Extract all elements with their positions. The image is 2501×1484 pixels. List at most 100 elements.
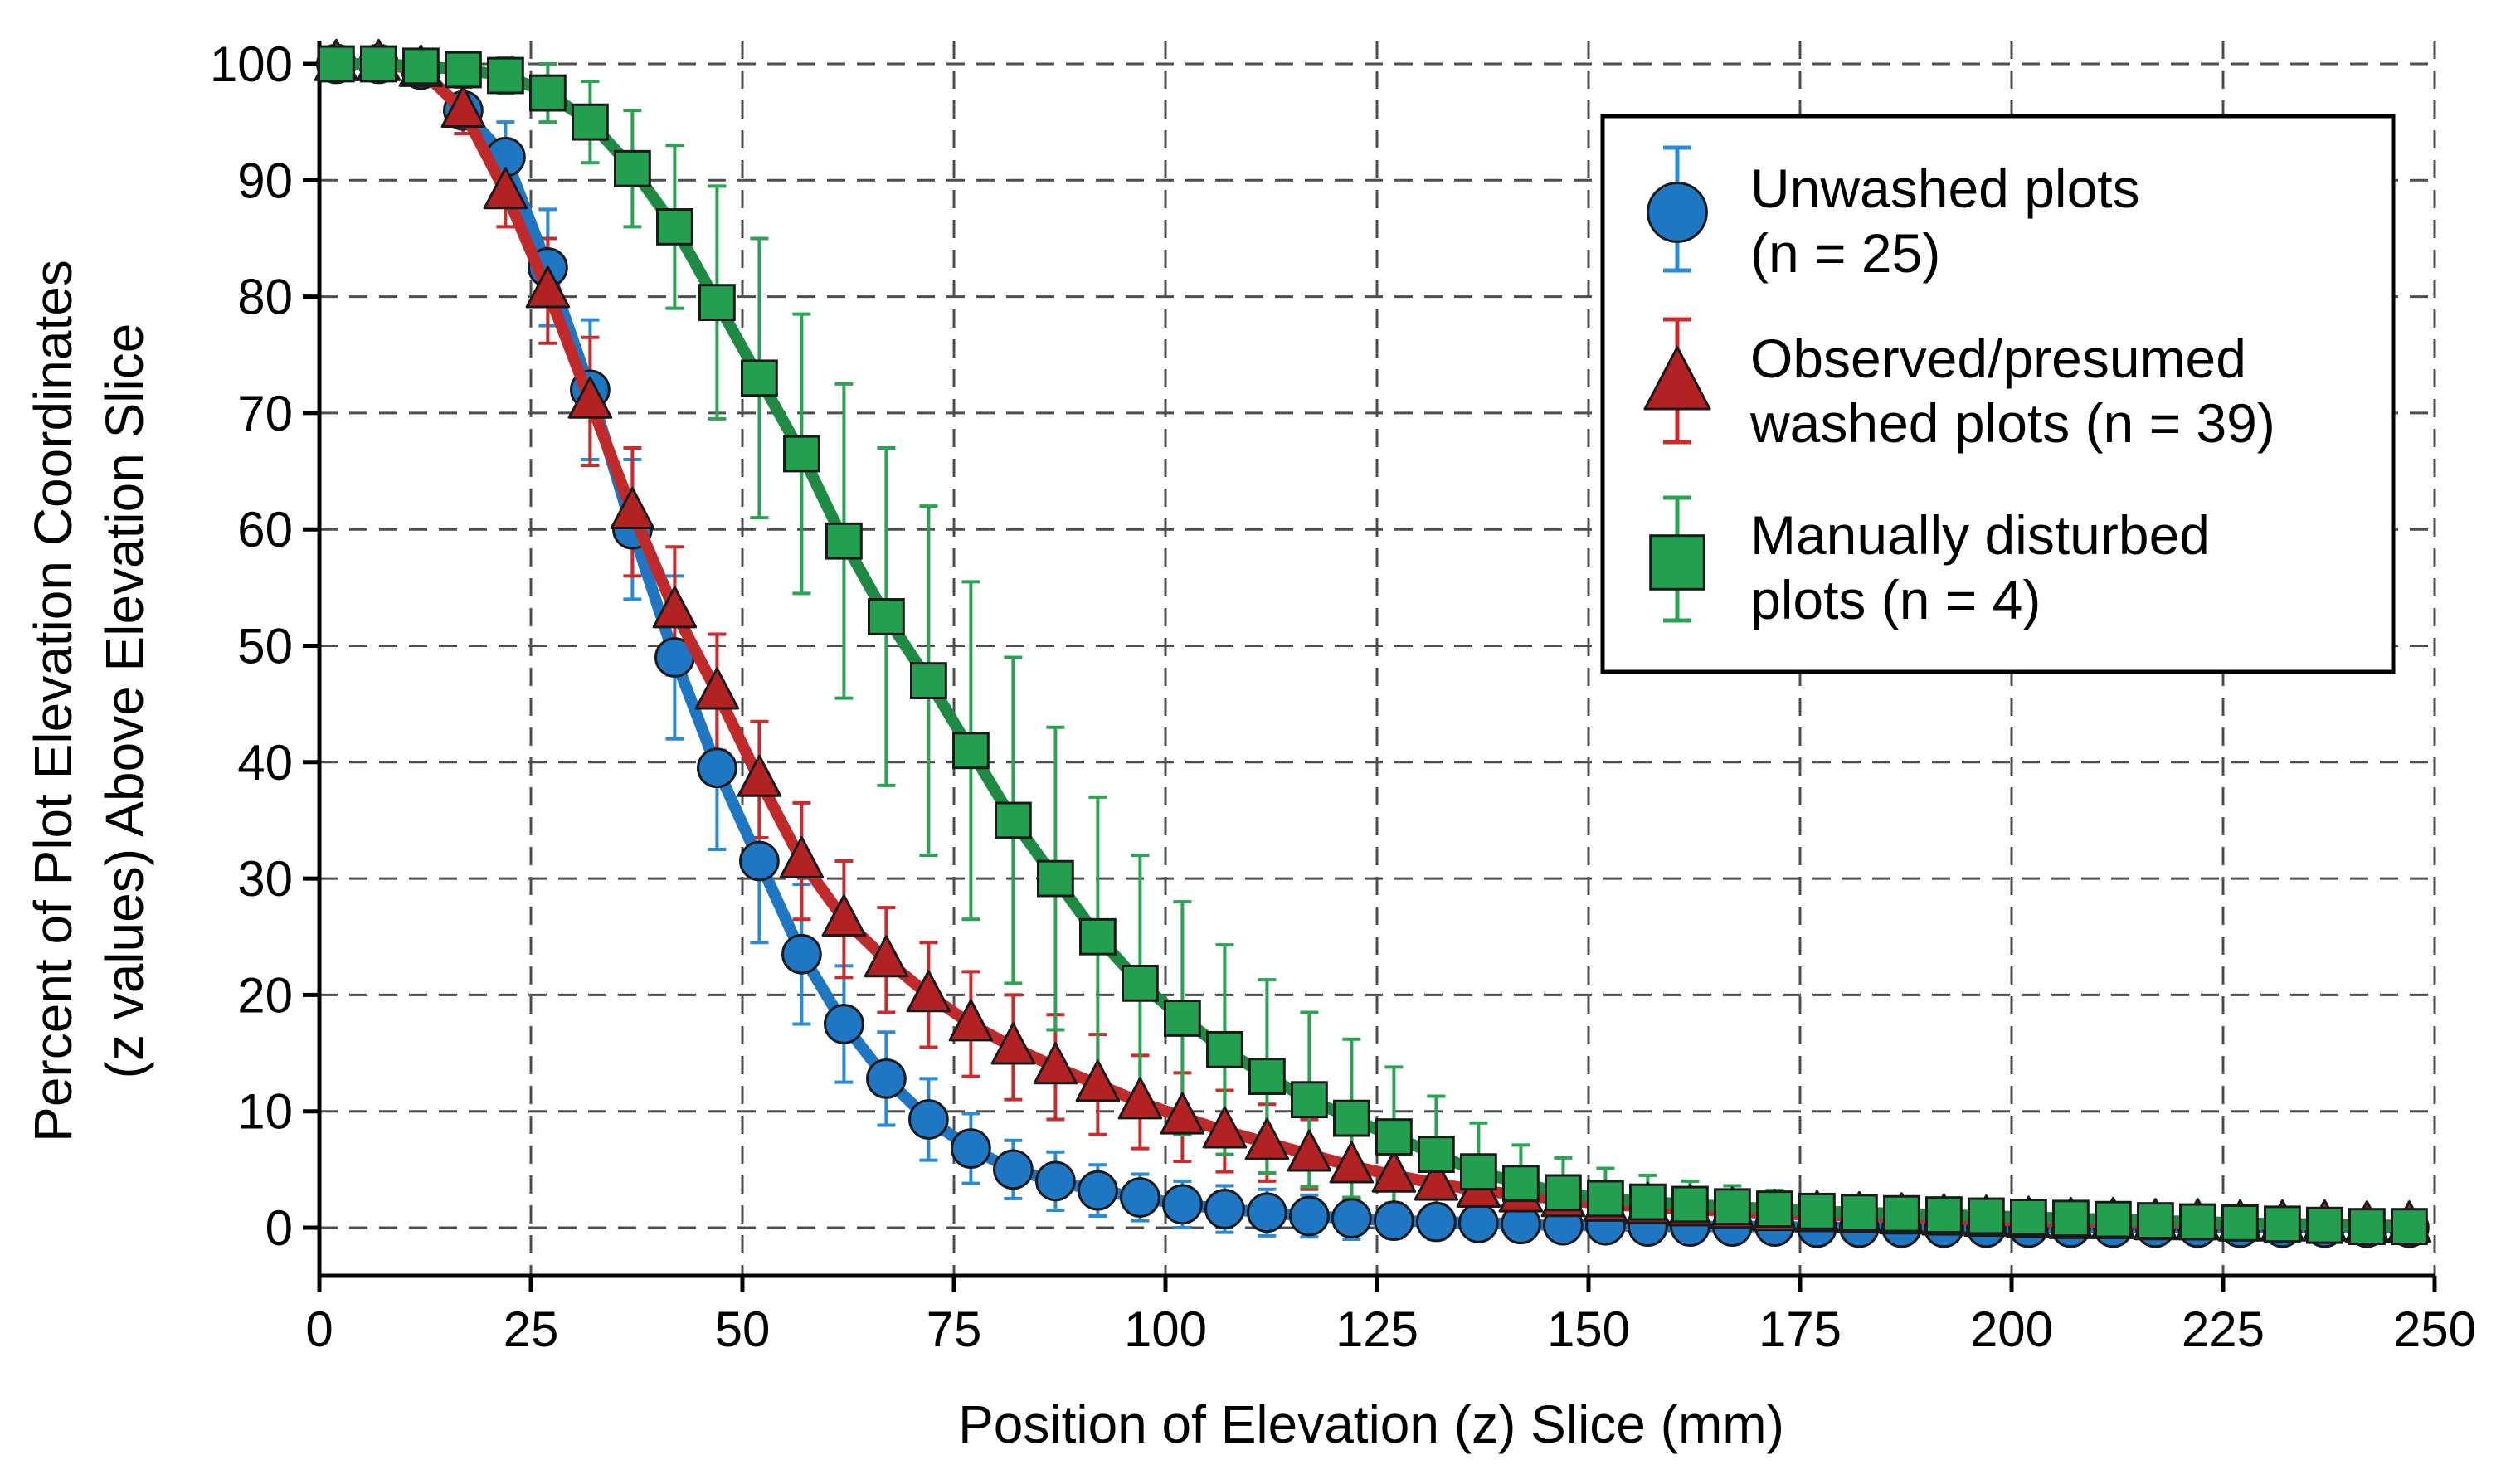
point-disturbed-102 (1164, 1000, 1201, 1037)
tick-labels: 0 25 50 75 100 125 150 175 200 225 250 0 10 20 30 40 50 6… (210, 36, 2476, 1357)
point-disturbed-112 (1248, 1058, 1286, 1096)
y-tick-label-70: 70 (237, 386, 293, 441)
series-layer (314, 38, 2432, 1248)
y-axis-title-line-2: (z values) Above Elevation Slice (95, 324, 154, 1079)
y-tick-label-80: 80 (237, 270, 293, 325)
point-washed-37 (610, 487, 655, 530)
point-unwashed-77 (951, 1128, 991, 1169)
x-tick-label-75: 75 (927, 1302, 982, 1357)
point-washed-97 (1117, 1077, 1163, 1120)
x-axis-title: Position of Elevation (z) Slice (mm) (958, 1394, 1784, 1454)
point-disturbed-172 (1756, 1190, 1793, 1228)
point-disturbed-232 (2264, 1205, 2301, 1243)
x-tick-label-125: 125 (1336, 1302, 1418, 1357)
point-disturbed-212 (2095, 1200, 2132, 1238)
point-disturbed-147 (1545, 1174, 1582, 1212)
y-tick-label-30: 30 (237, 851, 293, 907)
point-unwashed-52 (739, 840, 780, 882)
point-disturbed-32 (572, 103, 609, 141)
point-washed-57 (779, 835, 825, 878)
point-disturbed-142 (1502, 1165, 1540, 1203)
point-washed-52 (737, 754, 782, 797)
point-disturbed-137 (1460, 1153, 1497, 1191)
axes (303, 40, 2437, 1292)
point-disturbed-17 (445, 51, 482, 89)
point-unwashed-97 (1120, 1177, 1160, 1218)
point-disturbed-47 (698, 284, 736, 322)
point-disturbed-2 (318, 45, 355, 83)
point-disturbed-152 (1587, 1180, 1624, 1218)
point-washed-32 (567, 376, 613, 419)
point-disturbed-217 (2137, 1202, 2174, 1239)
point-disturbed-97 (1122, 964, 1159, 1002)
y-axis-title-line-1: Percent of Plot Elevation Coordinates (23, 260, 83, 1142)
x-tick-label-175: 175 (1759, 1302, 1842, 1357)
series-disturbed-line-and-points (318, 45, 2428, 1245)
point-unwashed-107 (1204, 1189, 1245, 1229)
point-washed-62 (821, 894, 867, 937)
point-unwashed-102 (1162, 1184, 1203, 1225)
legend-label-unwashed-line-1: Unwashed plots (1750, 158, 2140, 219)
x-tick-label-200: 200 (1970, 1302, 2053, 1357)
x-tick-label-50: 50 (715, 1302, 771, 1357)
point-washed-122 (1329, 1141, 1375, 1184)
point-unwashed-67 (866, 1058, 907, 1099)
y-tick-label-20: 20 (237, 967, 293, 1023)
point-unwashed-87 (1035, 1160, 1076, 1202)
point-washed-22 (483, 167, 528, 210)
legend-markers (1643, 145, 1711, 623)
point-disturbed-27 (529, 74, 567, 112)
point-washed-72 (906, 970, 951, 1013)
point-disturbed-157 (1629, 1183, 1667, 1221)
point-disturbed-182 (1841, 1194, 1878, 1232)
point-unwashed-127 (1374, 1200, 1414, 1241)
point-disturbed-207 (2052, 1199, 2090, 1238)
point-disturbed-77 (952, 732, 990, 770)
point-disturbed-42 (656, 208, 693, 246)
point-washed-82 (990, 1022, 1036, 1065)
legend-label-unwashed-line-2: (n = 25) (1750, 222, 1940, 284)
point-disturbed-247 (2391, 1208, 2428, 1245)
point-disturbed-122 (1333, 1099, 1370, 1137)
point-disturbed-67 (868, 598, 905, 635)
point-disturbed-7 (360, 45, 397, 83)
point-disturbed-107 (1206, 1030, 1243, 1068)
point-unwashed-137 (1458, 1203, 1499, 1243)
point-disturbed-117 (1291, 1081, 1328, 1119)
x-tick-label-100: 100 (1124, 1302, 1207, 1357)
point-disturbed-227 (2221, 1204, 2259, 1242)
point-washed-87 (1033, 1042, 1078, 1085)
point-unwashed-47 (697, 747, 737, 789)
y-tick-label-90: 90 (237, 153, 293, 208)
x-tick-label-250: 250 (2393, 1302, 2476, 1357)
legend-box (1600, 114, 2396, 674)
point-disturbed-82 (995, 801, 1032, 839)
point-disturbed-162 (1671, 1185, 1709, 1224)
point-washed-127 (1371, 1150, 1417, 1193)
point-disturbed-202 (2010, 1198, 2047, 1236)
x-tick-label-150: 150 (1547, 1302, 1630, 1357)
point-disturbed-197 (1968, 1197, 2005, 1235)
x-tick-label-225: 225 (2182, 1302, 2265, 1357)
x-tick-label-25: 25 (504, 1302, 559, 1357)
y-tick-label-100: 100 (210, 36, 293, 92)
point-washed-17 (440, 85, 486, 129)
point-disturbed-237 (2306, 1206, 2343, 1244)
point-disturbed-192 (1925, 1196, 1963, 1233)
x-tick-label-0: 0 (305, 1302, 333, 1357)
point-disturbed-37 (614, 149, 651, 187)
point-unwashed-92 (1078, 1170, 1118, 1211)
point-washed-102 (1160, 1092, 1205, 1135)
point-disturbed-177 (1798, 1192, 1836, 1230)
point-unwashed-57 (781, 933, 822, 975)
y-tick-label-40: 40 (237, 735, 293, 791)
y-tick-label-50: 50 (237, 619, 293, 674)
point-disturbed-12 (402, 47, 440, 85)
point-washed-42 (652, 586, 698, 629)
point-unwashed-72 (908, 1099, 949, 1140)
point-disturbed-167 (1714, 1188, 1751, 1226)
point-disturbed-132 (1418, 1136, 1455, 1174)
point-disturbed-87 (1037, 859, 1074, 898)
point-disturbed-92 (1079, 917, 1117, 956)
